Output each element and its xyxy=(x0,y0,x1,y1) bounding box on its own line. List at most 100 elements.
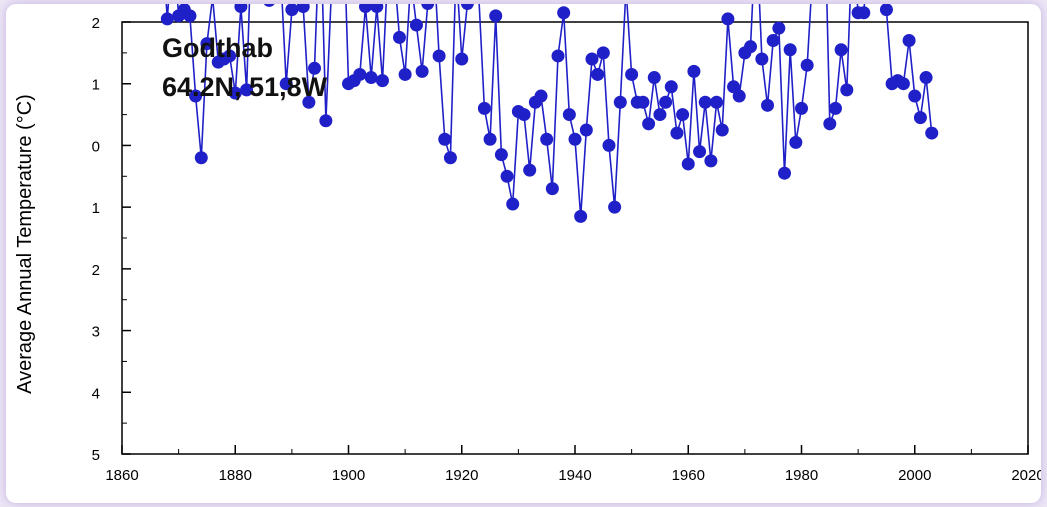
station-name-annotation: Godthab xyxy=(162,33,273,63)
temperature-chart: 5 4 3 2 1 0 1 2 1860 1880 1900 1920 1940 1960 1980 2000… xyxy=(6,4,1041,503)
x-tick-label: 1880 xyxy=(219,467,252,484)
data-point xyxy=(546,182,559,195)
data-point xyxy=(744,40,757,53)
data-point xyxy=(693,145,706,158)
data-point xyxy=(704,154,717,167)
x-tick-label: 2000 xyxy=(898,467,931,484)
y-tick-label: 1 xyxy=(92,77,100,94)
data-point xyxy=(648,71,661,84)
data-point xyxy=(195,151,208,164)
data-point xyxy=(903,34,916,47)
data-point xyxy=(489,9,502,22)
data-point xyxy=(897,77,910,90)
data-point xyxy=(636,96,649,109)
data-point xyxy=(835,43,848,56)
data-point xyxy=(614,96,627,109)
data-point xyxy=(506,198,519,211)
data-point xyxy=(653,108,666,121)
y-tick-label: 1 xyxy=(92,200,100,217)
data-point xyxy=(840,83,853,96)
data-point xyxy=(410,19,423,32)
data-point xyxy=(557,6,570,19)
data-point xyxy=(857,6,870,19)
x-tick-label: 1940 xyxy=(558,467,591,484)
data-point xyxy=(416,65,429,78)
data-point xyxy=(721,12,734,25)
data-point xyxy=(574,210,587,223)
data-point xyxy=(591,68,604,81)
data-point xyxy=(920,71,933,84)
data-point xyxy=(183,9,196,22)
data-point xyxy=(569,133,582,146)
data-point xyxy=(642,117,655,130)
data-point xyxy=(585,53,598,66)
data-point xyxy=(433,49,446,62)
data-point xyxy=(297,4,310,13)
data-point xyxy=(461,4,474,10)
y-tick-label: 5 xyxy=(92,447,100,464)
y-tick-label: 2 xyxy=(92,15,100,32)
data-point xyxy=(682,157,695,170)
data-point xyxy=(455,53,468,66)
data-point xyxy=(563,108,576,121)
data-point xyxy=(523,164,536,177)
data-point xyxy=(908,90,921,103)
data-point xyxy=(393,31,406,44)
data-point xyxy=(370,4,383,13)
data-point xyxy=(376,74,389,87)
data-point xyxy=(602,139,615,152)
data-point xyxy=(778,167,791,180)
data-point xyxy=(767,34,780,47)
data-point xyxy=(438,133,451,146)
x-tick-label: 1860 xyxy=(105,467,138,484)
chart-frame: 5 4 3 2 1 0 1 2 1860 1880 1900 1920 1940 1960 1980 2000… xyxy=(6,4,1041,503)
data-point xyxy=(676,108,689,121)
data-point xyxy=(784,43,797,56)
data-point xyxy=(495,148,508,161)
data-point xyxy=(518,108,531,121)
data-point xyxy=(540,133,553,146)
data-point xyxy=(659,96,672,109)
data-point xyxy=(597,46,610,59)
y-tick-label: 2 xyxy=(92,262,100,279)
data-point xyxy=(925,127,938,140)
x-tick-label: 1960 xyxy=(672,467,705,484)
data-point xyxy=(501,170,514,183)
data-point xyxy=(421,4,434,10)
data-point xyxy=(580,124,593,137)
data-point xyxy=(710,96,723,109)
data-point xyxy=(353,68,366,81)
data-point xyxy=(670,127,683,140)
x-tick-label: 1980 xyxy=(785,467,818,484)
data-point xyxy=(687,65,700,78)
data-point xyxy=(625,68,638,81)
y-tick-label: 4 xyxy=(92,385,100,402)
data-point xyxy=(829,102,842,115)
data-point xyxy=(535,90,548,103)
data-point xyxy=(733,90,746,103)
x-tick-label: 1900 xyxy=(332,467,365,484)
data-point xyxy=(234,4,247,13)
data-point xyxy=(484,133,497,146)
data-point xyxy=(699,96,712,109)
y-tick-label: 0 xyxy=(92,138,100,155)
data-point xyxy=(880,4,893,16)
data-point xyxy=(823,117,836,130)
data-point xyxy=(761,99,774,112)
data-point xyxy=(755,53,768,66)
station-coordinates-annotation: 64.2N, 51,8W xyxy=(162,72,328,102)
data-point xyxy=(789,136,802,149)
data-point xyxy=(478,102,491,115)
data-point xyxy=(285,4,298,16)
x-tick-label: 1920 xyxy=(445,467,478,484)
data-point xyxy=(716,124,729,137)
data-point xyxy=(552,49,565,62)
data-point xyxy=(795,102,808,115)
data-point xyxy=(319,114,332,127)
data-point xyxy=(161,12,174,25)
data-point xyxy=(914,111,927,124)
data-point xyxy=(772,22,785,35)
data-point xyxy=(359,4,372,13)
data-point xyxy=(263,4,276,7)
data-point xyxy=(665,80,678,93)
